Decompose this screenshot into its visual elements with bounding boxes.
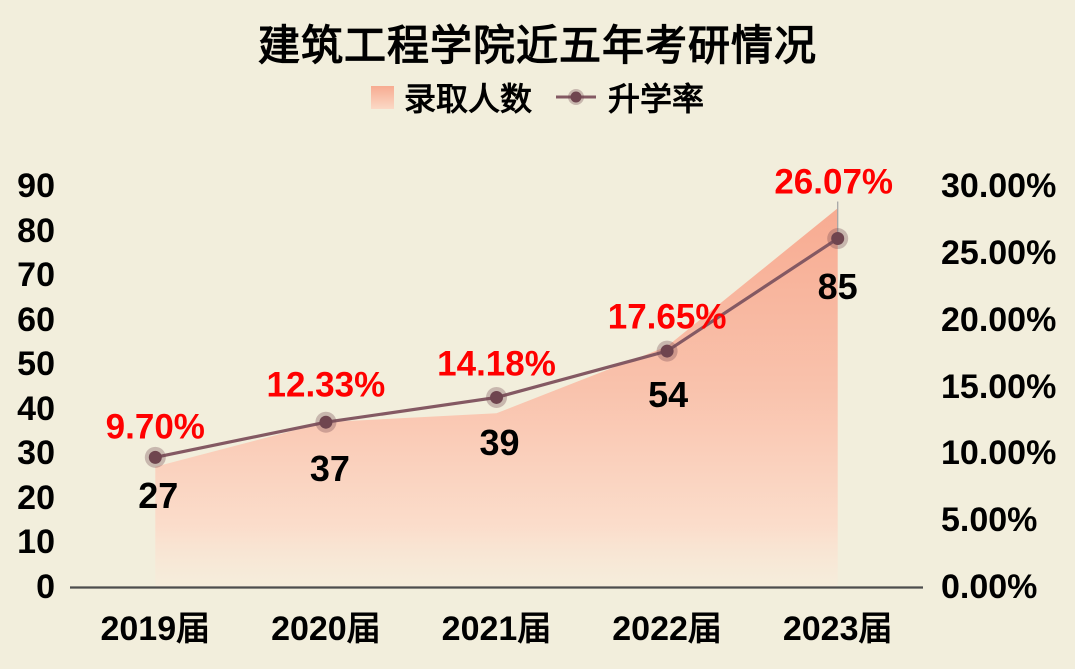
left-axis-tick: 80 — [17, 211, 55, 250]
x-axis-category-label: 2021届 — [441, 610, 552, 648]
legend: 录取人数 升学率 — [0, 78, 1075, 117]
rate-data-label: 17.65% — [607, 297, 727, 337]
admissions-data-label: 85 — [817, 266, 858, 308]
admissions-data-label: 27 — [138, 474, 179, 516]
legend-line-marker-icon — [554, 85, 598, 109]
left-axis-tick: 20 — [17, 478, 55, 517]
left-axis-tick: 30 — [17, 434, 55, 473]
left-axis-tick: 90 — [17, 167, 55, 205]
left-axis-tick: 70 — [17, 256, 55, 295]
legend-label-rate: 升学率 — [608, 81, 705, 117]
left-axis-tick: 60 — [17, 300, 55, 339]
left-axis-tick: 40 — [17, 389, 55, 428]
admissions-data-label: 54 — [648, 374, 689, 416]
right-axis-tick: 15.00% — [941, 367, 1057, 406]
chart-title: 建筑工程学院近五年考研情况 — [257, 22, 817, 69]
area-series-admissions — [155, 208, 838, 587]
rate-data-label: 26.07% — [774, 162, 894, 202]
x-axis-category-label: 2020届 — [271, 610, 381, 648]
rate-data-label: 9.70% — [105, 407, 205, 447]
line-marker — [319, 415, 333, 429]
line-marker — [660, 344, 674, 358]
right-axis-tick: 30.00% — [941, 167, 1057, 205]
legend-label-admissions: 录取人数 — [403, 81, 532, 117]
right-axis-tick: 0.00% — [941, 568, 1038, 606]
right-axis-tick: 20.00% — [941, 300, 1057, 339]
rate-data-label: 12.33% — [266, 365, 386, 405]
line-marker — [831, 232, 845, 246]
left-axis-tick: 10 — [17, 523, 55, 562]
x-axis-category-label: 2022届 — [612, 610, 722, 648]
line-marker — [148, 450, 162, 464]
legend-area-swatch — [370, 85, 394, 109]
admissions-data-label: 39 — [479, 422, 520, 464]
line-marker — [490, 390, 503, 404]
left-axis-tick: 50 — [17, 345, 55, 384]
x-axis-category-label: 2023届 — [782, 610, 893, 648]
right-axis-tick: 10.00% — [941, 434, 1057, 473]
x-axis-category-label: 2019届 — [100, 610, 211, 648]
right-axis-tick: 25.00% — [941, 233, 1057, 272]
rate-data-label: 14.18% — [437, 344, 556, 384]
admissions-data-label: 37 — [309, 448, 350, 490]
left-axis-tick: 0 — [36, 568, 55, 606]
right-axis-tick: 5.00% — [941, 501, 1038, 540]
